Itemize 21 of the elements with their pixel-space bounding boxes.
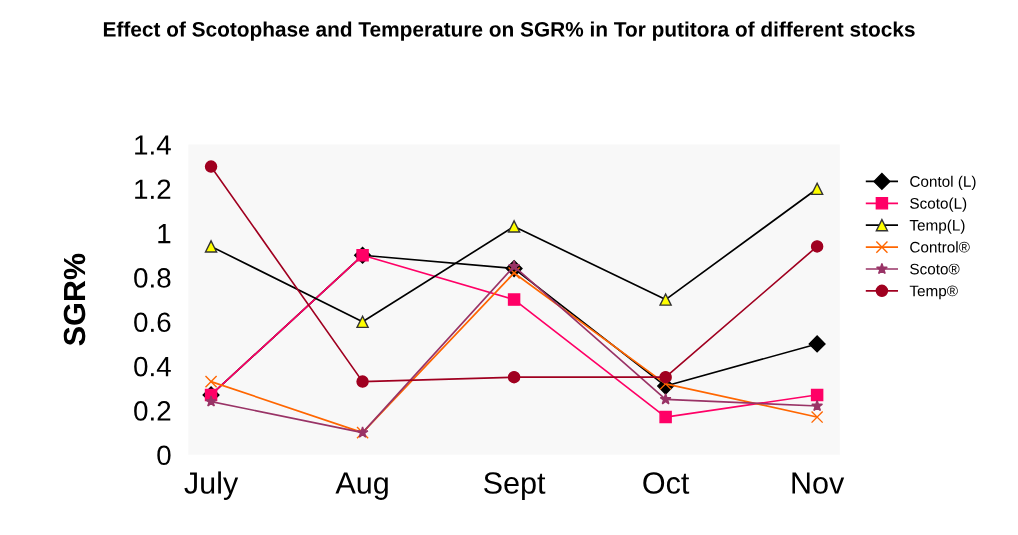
legend-label: Temp(L) xyxy=(909,219,965,234)
y-tick-label: 0.4 xyxy=(134,356,171,377)
chart-title: Effect of Scotophase and Temperature on SGR% in Tor putitora of different stocks xyxy=(103,21,915,41)
y-tick-label: 0.2 xyxy=(134,401,171,421)
y-tick-label: 1 xyxy=(158,224,171,244)
x-tick-label: Oct xyxy=(643,472,690,494)
y-tick-label: 1.2 xyxy=(135,179,171,199)
legend-label: Scoto(L) xyxy=(910,197,967,212)
x-tick-label: Nov xyxy=(792,472,845,494)
y-tick-label: 0.6 xyxy=(134,312,171,333)
legend-label: Temp® xyxy=(909,285,958,300)
x-tick-label: Sept xyxy=(484,472,546,500)
y-tick-label: 0.8 xyxy=(134,268,171,288)
y-axis-title: SGR% xyxy=(63,253,86,346)
legend-label: Contol (L) xyxy=(910,175,976,190)
legend-label: Control® xyxy=(910,241,970,253)
x-tick-label: July xyxy=(184,471,239,500)
y-tick-label: 1.4 xyxy=(135,135,171,155)
x-tick-label: Aug xyxy=(335,472,388,500)
legend-label: Scoto® xyxy=(910,263,960,275)
y-tick-label: 0 xyxy=(157,445,171,466)
